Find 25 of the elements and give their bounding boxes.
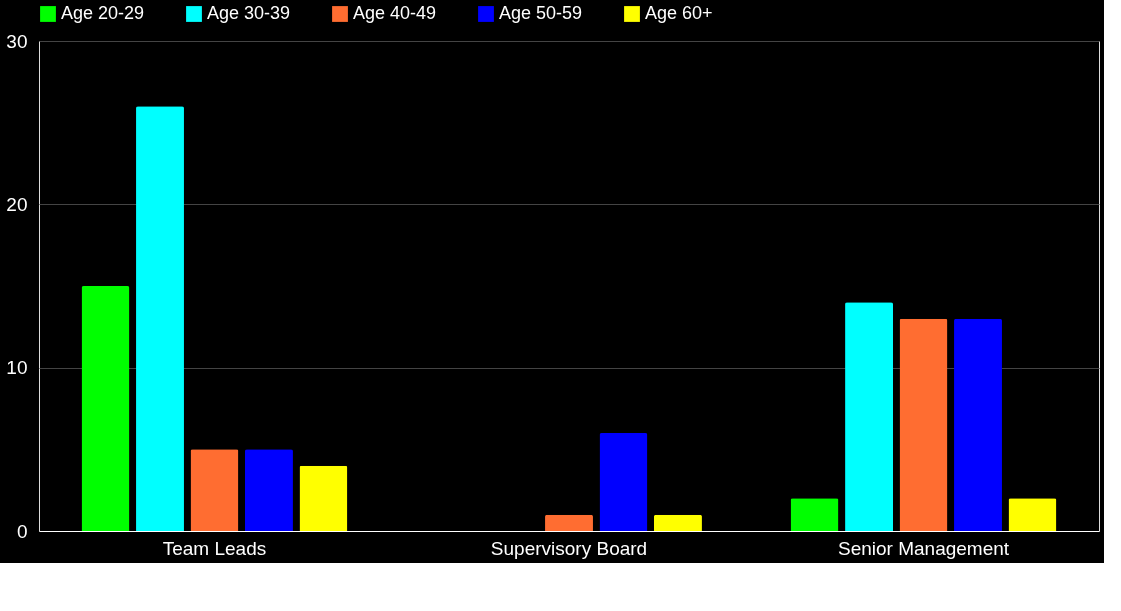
bar xyxy=(599,433,648,531)
y-tick-label: 30 xyxy=(6,30,28,52)
bar xyxy=(545,514,593,531)
bar xyxy=(845,302,893,531)
bar xyxy=(899,318,948,531)
x-tick-label: Team Leads xyxy=(162,537,267,559)
bar xyxy=(654,514,702,531)
legend-label: Age 30-39 xyxy=(207,3,291,23)
bar xyxy=(190,449,239,531)
bar xyxy=(81,286,130,531)
bar xyxy=(954,318,1002,531)
legend-label: Age 40-49 xyxy=(353,3,437,23)
y-tick-label: 0 xyxy=(16,520,28,542)
y-tick-label: 20 xyxy=(6,193,28,215)
bar xyxy=(245,449,293,531)
bar xyxy=(299,465,348,531)
y-tick-label: 10 xyxy=(6,357,28,379)
bar xyxy=(136,106,184,531)
bar xyxy=(1008,498,1057,531)
legend-label: Age 50-59 xyxy=(499,3,583,23)
legend-label: Age 20-29 xyxy=(61,3,145,23)
legend-label: Age 60+ xyxy=(645,3,713,23)
x-tick-label: Supervisory Board xyxy=(490,537,648,559)
bar xyxy=(790,498,839,531)
x-tick-label: Senior Management xyxy=(837,537,1010,559)
